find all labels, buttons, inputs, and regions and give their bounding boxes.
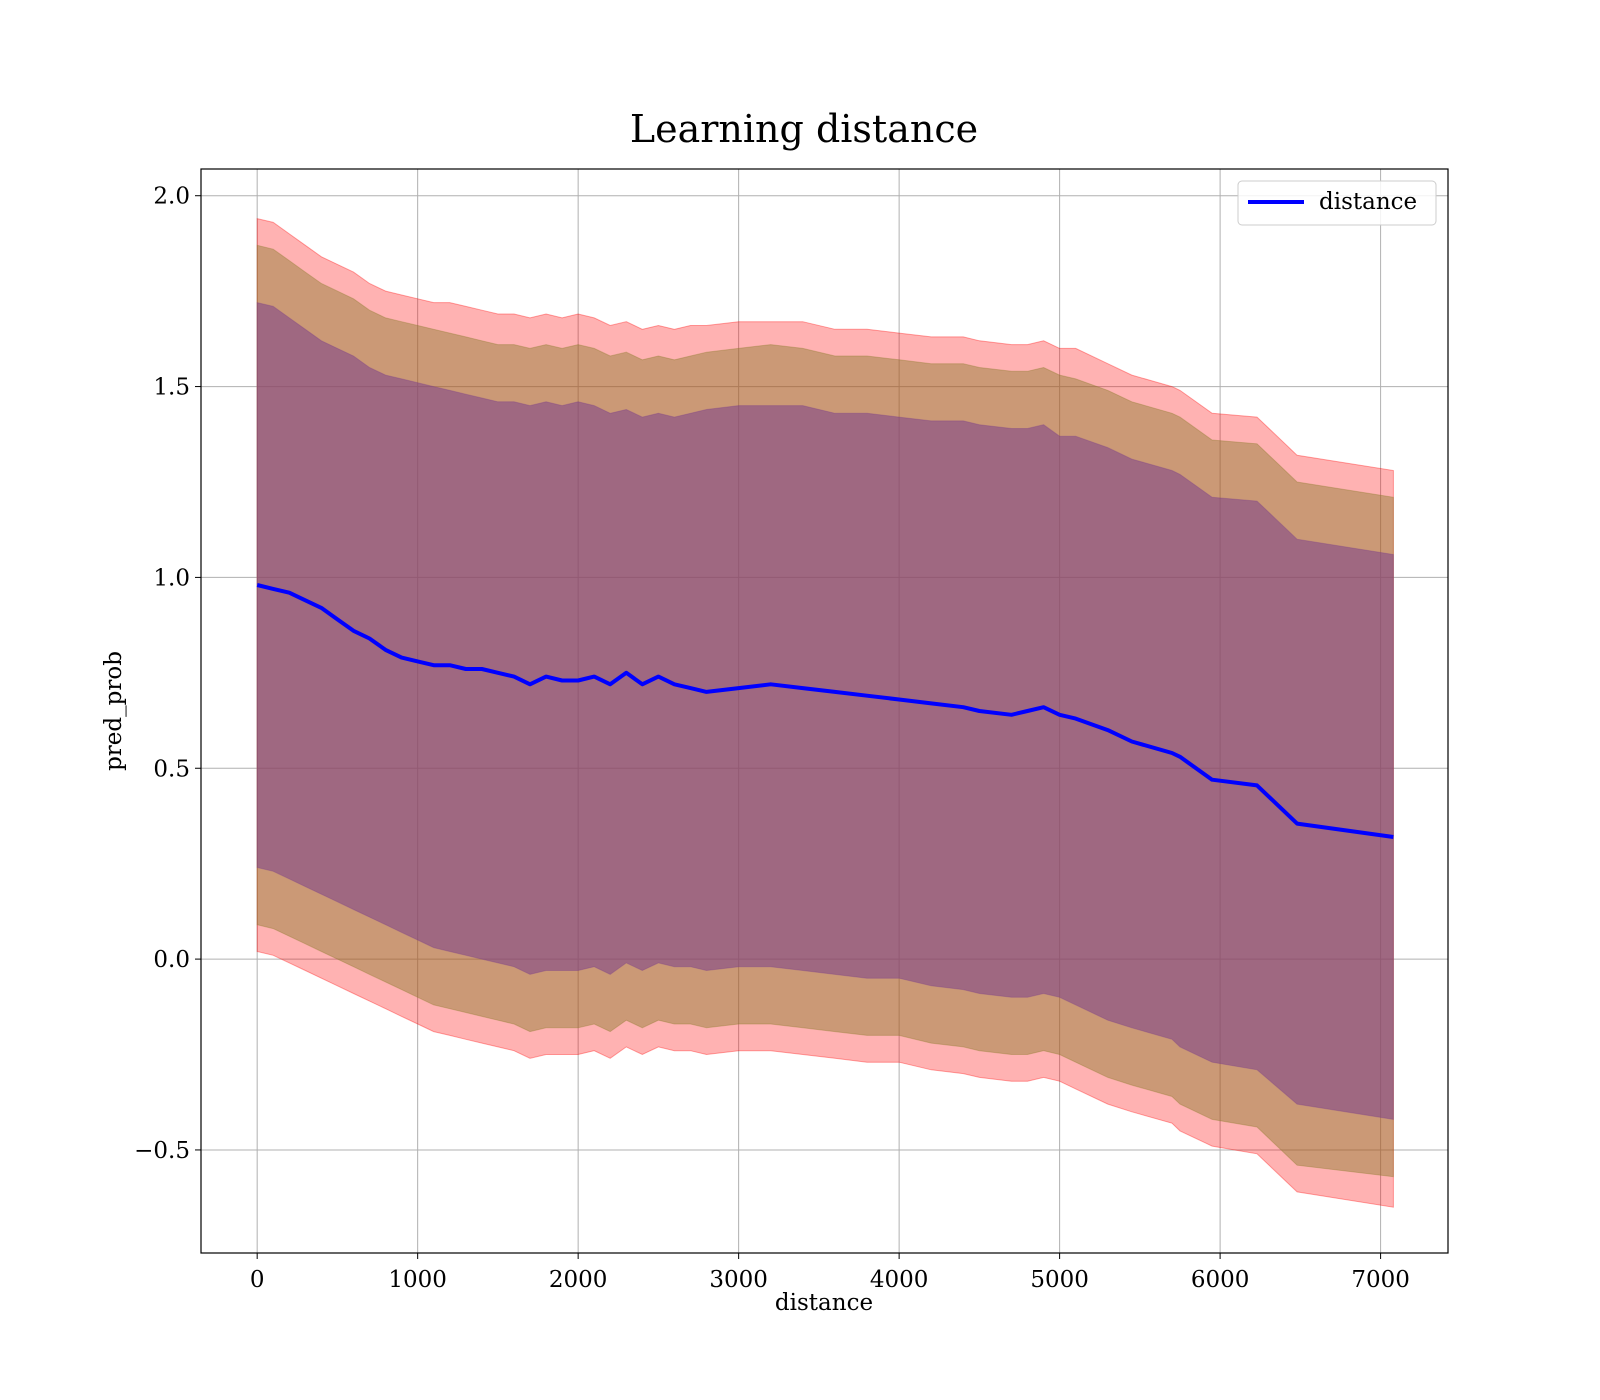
chart-title: Learning distance [630,107,978,151]
y-tick-label-1: 0.0 [153,947,190,973]
legend-label: distance [1319,189,1417,215]
x-tick-label-0: 0 [250,1267,265,1293]
x-tick-label-3: 3000 [709,1267,768,1293]
x-tick-label-1: 1000 [388,1267,447,1293]
ticks: 0 1000 2000 3000 4000 5000 6000 7000 −0.5 0.0 0.5 1… [134,184,1410,1293]
y-tick-label-0: −0.5 [134,1138,190,1164]
series-line-0 [256,583,1394,839]
y-tick-label-3: 1.0 [153,565,190,591]
confidence-band-2 [256,301,1394,1120]
y-axis-label: pred_prob [101,651,127,771]
y-tick-label-4: 1.5 [153,375,190,401]
bands [256,217,1394,1208]
x-tick-label-7: 7000 [1351,1267,1410,1293]
x-tick-label-4: 4000 [870,1267,929,1293]
legend-box [1237,180,1437,226]
plot-frame [200,168,1449,1254]
y-tick-label-5: 2.0 [153,184,190,210]
legend: distance [1237,180,1437,226]
y-tick-label-2: 0.5 [153,756,190,782]
x-axis-label: distance [775,1290,873,1316]
series-lines [256,583,1394,839]
x-tick-label-2: 2000 [549,1267,608,1293]
x-tick-label-5: 5000 [1030,1267,1089,1293]
x-tick-label-6: 6000 [1191,1267,1250,1293]
